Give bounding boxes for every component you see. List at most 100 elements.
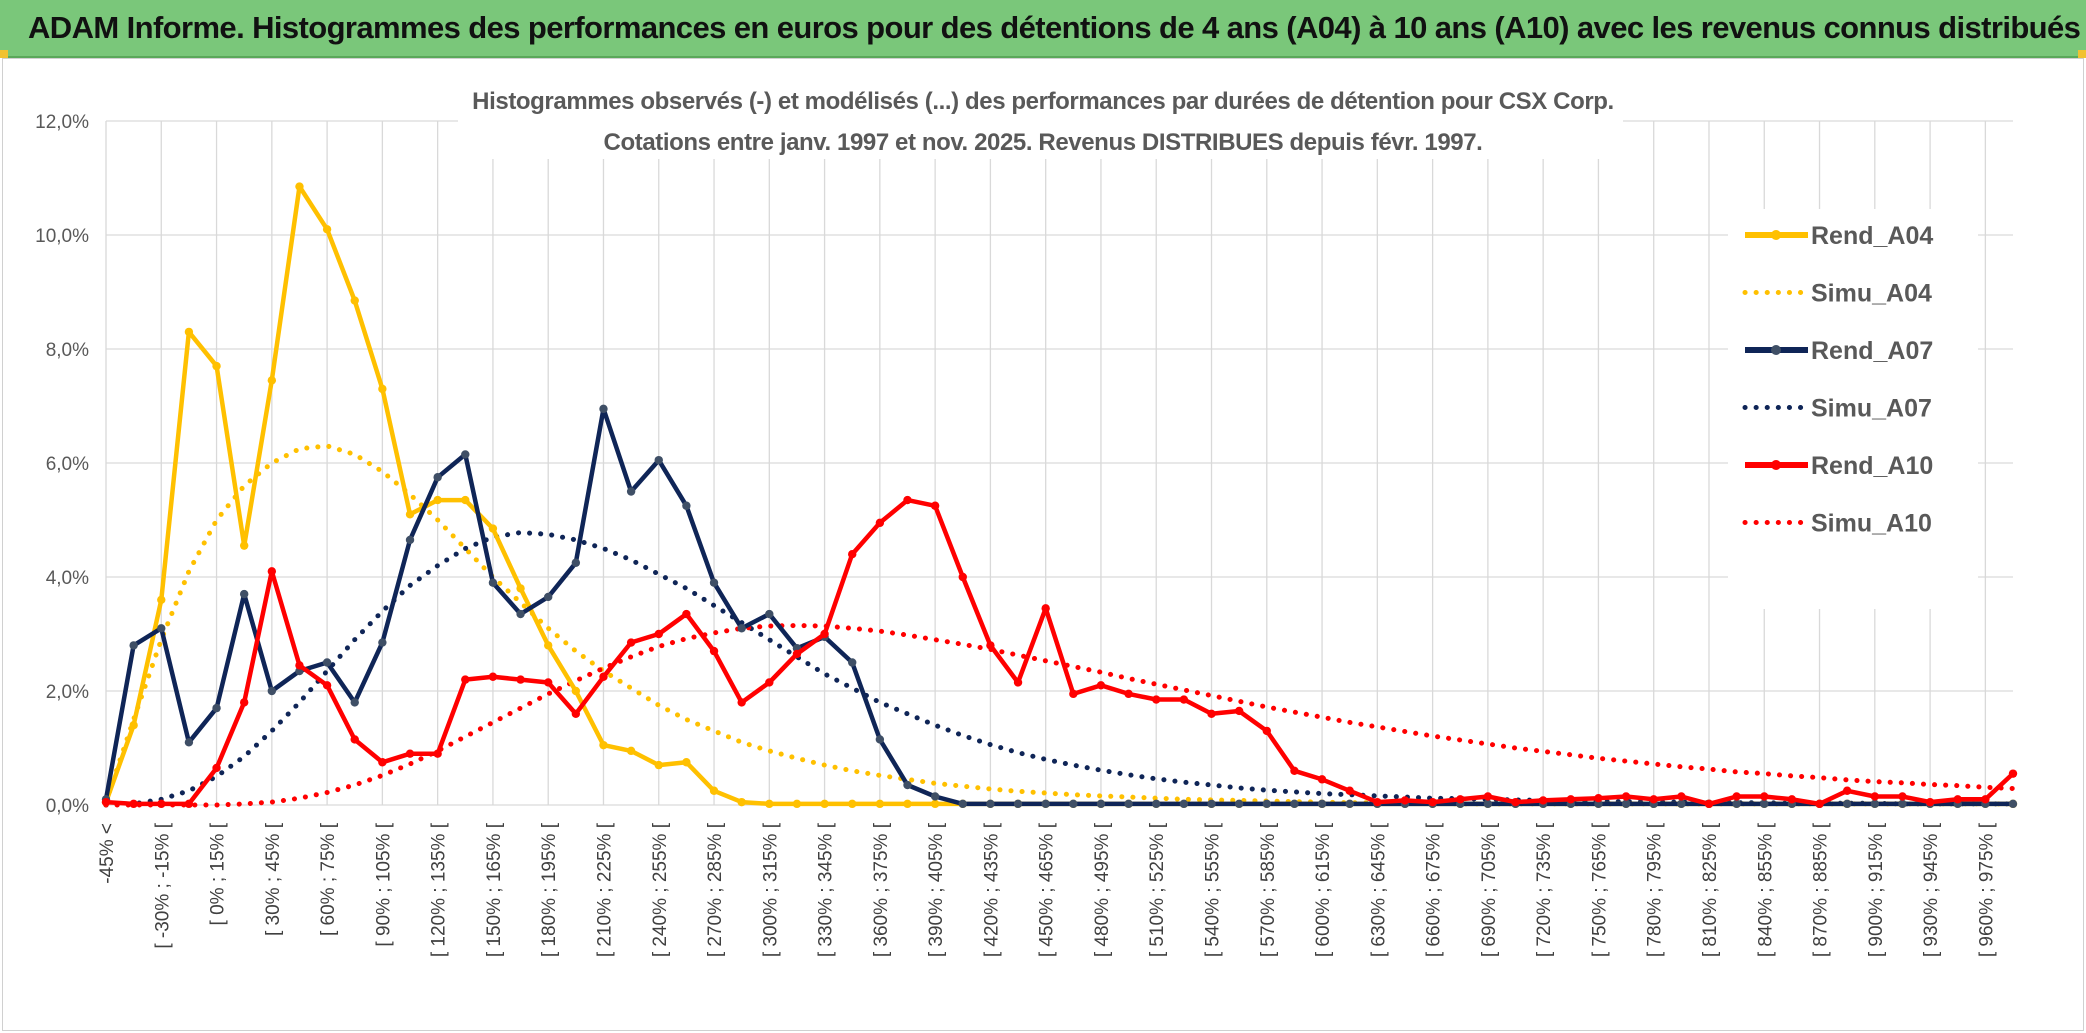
- legend-box: [1728, 209, 1978, 609]
- data-point-Rend_A04: [405, 510, 415, 519]
- legend-label-Rend_A07: Rend_A07: [1811, 337, 1933, 365]
- data-point-Rend_A10: [1815, 799, 1824, 809]
- data-point-Rend_A10: [129, 799, 138, 809]
- report-header: ADAM Informe. Histogrammes des performan…: [0, 0, 2086, 58]
- x-tick-label: [ 360% ; 375% [: [871, 822, 892, 957]
- series-line-Rend_A04: [103, 184, 2013, 807]
- data-point-Rend_A10: [1290, 766, 1299, 775]
- x-tick-label: [ 690% ; 705% [: [1479, 822, 1500, 957]
- data-point-Rend_A10: [322, 681, 332, 690]
- data-point-Rend_A07: [405, 535, 415, 545]
- x-tick-label: [ -30% ; -15% [: [152, 822, 173, 948]
- data-point-Rend_A07: [267, 686, 277, 696]
- data-point-Rend_A04: [571, 686, 581, 696]
- series-line-Simu_A04: [103, 443, 2016, 807]
- data-point-Rend_A04: [875, 799, 885, 809]
- x-tick-label: [ 270% ; 285% [: [705, 822, 726, 957]
- data-point-Rend_A07: [461, 450, 470, 459]
- data-point-Rend_A10: [1234, 706, 1244, 716]
- data-point-Rend_A07: [1732, 799, 1741, 809]
- data-point-Rend_A04: [184, 327, 194, 337]
- legend-label-Simu_A07: Simu_A07: [1811, 395, 1932, 423]
- data-point-Rend_A04: [544, 641, 553, 650]
- data-point-Rend_A04: [157, 595, 166, 604]
- data-point-Rend_A10: [709, 646, 719, 656]
- legend-label-Simu_A10: Simu_A10: [1811, 510, 1932, 538]
- legend-label-Simu_A04: Simu_A04: [1811, 280, 1932, 308]
- data-point-Rend_A04: [737, 797, 746, 807]
- data-point-Rend_A10: [958, 572, 967, 582]
- data-point-Rend_A07: [1069, 799, 1078, 809]
- x-tick-label: [ 930% ; 945% [: [1921, 822, 1942, 957]
- series-line-Rend_A10: [105, 497, 2015, 807]
- y-tick-label: 2,0%: [46, 682, 89, 703]
- data-point-Rend_A10: [1373, 797, 1382, 807]
- x-tick-label: [ 720% ; 735% [: [1534, 822, 1555, 957]
- data-point-Rend_A07: [848, 658, 857, 667]
- data-point-Rend_A04: [626, 746, 636, 756]
- data-point-Rend_A10: [239, 698, 249, 707]
- data-point-Rend_A10: [1345, 786, 1354, 795]
- data-point-Rend_A04: [709, 786, 719, 795]
- x-tick-label: [ 600% ; 615% [: [1313, 822, 1334, 957]
- data-point-Rend_A07: [1124, 799, 1133, 809]
- data-point-Rend_A10: [2008, 769, 2018, 778]
- y-tick-label: 8,0%: [46, 340, 89, 361]
- data-point-Rend_A10: [930, 501, 940, 510]
- chart-area: 0,0% 2,0% 4,0% 6,0% 8,0% 10,0% 12,0% -45% < [ -3…: [2, 58, 2084, 1031]
- data-point-Rend_A10: [737, 698, 746, 707]
- x-tick-label: [ 210% ; 225% [: [594, 822, 615, 957]
- data-point-Rend_A07: [1760, 799, 1769, 809]
- data-point-Rend_A04: [654, 760, 663, 770]
- data-point-Rend_A10: [461, 675, 470, 684]
- x-tick-label: [ 870% ; 885% [: [1811, 822, 1832, 957]
- data-point-Rend_A10: [1483, 792, 1493, 801]
- data-point-Rend_A10: [1317, 775, 1327, 784]
- data-point-Rend_A07: [986, 799, 995, 809]
- data-point-Rend_A10: [350, 735, 359, 744]
- data-point-Rend_A07: [322, 658, 332, 667]
- data-point-Rend_A10: [1953, 795, 1962, 804]
- data-point-Rend_A07: [129, 641, 138, 650]
- legend-label-Rend_A04: Rend_A04: [1811, 222, 1933, 250]
- y-tick-label: 0,0%: [46, 796, 89, 817]
- data-point-Rend_A10: [1594, 793, 1603, 803]
- data-point-Rend_A07: [765, 609, 774, 619]
- x-tick-label: [ 90% ; 105% [: [373, 822, 394, 946]
- legend-marker-Rend_A07: [1771, 345, 1781, 355]
- data-point-Rend_A10: [1925, 797, 1935, 807]
- data-point-Rend_A10: [1787, 795, 1797, 804]
- data-point-Rend_A10: [1649, 795, 1658, 804]
- data-point-Rend_A10: [1456, 795, 1465, 804]
- data-point-Rend_A10: [212, 763, 221, 773]
- data-point-Rend_A07: [1152, 799, 1161, 809]
- data-point-Rend_A07: [682, 501, 691, 510]
- x-tick-label: [ 300% ; 315% [: [760, 822, 781, 957]
- data-point-Rend_A10: [516, 675, 525, 684]
- data-point-Rend_A10: [1207, 709, 1216, 718]
- data-point-Rend_A10: [1400, 796, 1410, 805]
- data-point-Rend_A10: [1041, 604, 1050, 613]
- legend-marker-Rend_A04: [1771, 230, 1781, 240]
- data-point-Rend_A07: [1842, 799, 1852, 809]
- x-tick-label: [ 540% ; 555% [: [1203, 822, 1224, 957]
- data-point-Rend_A10: [488, 672, 498, 681]
- data-point-Rend_A04: [239, 541, 249, 550]
- data-point-Rend_A04: [930, 799, 940, 809]
- data-point-Rend_A07: [737, 624, 746, 633]
- x-tick-label: [ 30% ; 45% [: [263, 822, 284, 936]
- data-point-Rend_A10: [1428, 797, 1437, 807]
- data-point-Rend_A07: [626, 487, 636, 496]
- data-point-Rend_A07: [157, 624, 166, 633]
- data-point-Rend_A10: [1704, 799, 1714, 809]
- data-point-Rend_A04: [682, 758, 691, 767]
- data-point-Rend_A04: [599, 740, 608, 750]
- x-tick-label: [ 330% ; 345% [: [816, 822, 837, 957]
- data-point-Rend_A10: [1732, 792, 1741, 801]
- data-point-Rend_A07: [930, 792, 940, 801]
- legend-marker-Rend_A10: [1771, 460, 1781, 470]
- x-tick-label: [ 570% ; 585% [: [1258, 822, 1279, 957]
- data-point-Rend_A07: [599, 404, 608, 414]
- data-point-Rend_A04: [516, 584, 525, 593]
- data-point-Rend_A07: [1898, 799, 1907, 809]
